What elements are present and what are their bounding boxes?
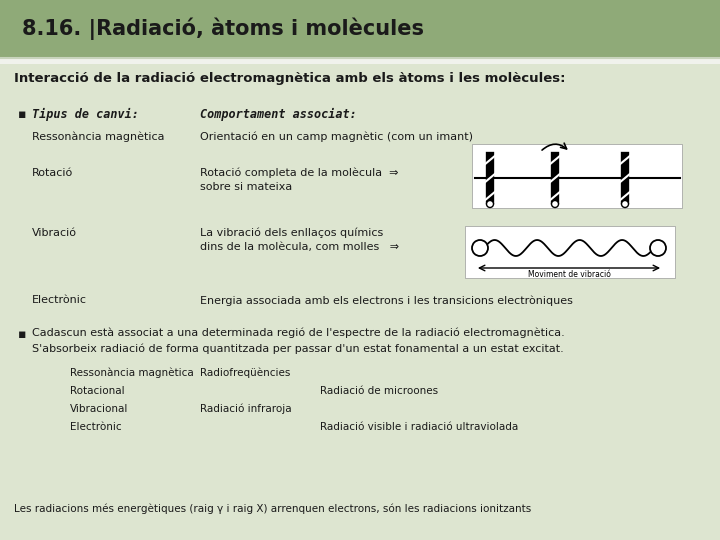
Text: Ressonància magnètica: Ressonància magnètica [70, 368, 194, 379]
Text: Interacció de la radiació electromagnètica amb els àtoms i les molècules:: Interacció de la radiació electromagnèti… [14, 72, 565, 85]
Text: Electrònic: Electrònic [70, 422, 122, 432]
Circle shape [472, 240, 488, 256]
Circle shape [650, 240, 666, 256]
Text: Les radiacions més energètiques (raig γ i raig X) arrenquen electrons, són les r: Les radiacions més energètiques (raig γ … [14, 504, 531, 515]
Text: S'absorbeix radiació de forma quantitzada per passar d'un estat fonamental a un : S'absorbeix radiació de forma quantitzad… [32, 344, 564, 354]
Text: Vibració: Vibració [32, 228, 77, 238]
Text: La vibració dels enllaços químics: La vibració dels enllaços químics [200, 228, 383, 239]
Circle shape [552, 200, 559, 207]
Text: Radiació de microones: Radiació de microones [320, 386, 438, 396]
Text: Moviment de vibració: Moviment de vibració [528, 270, 611, 279]
Text: Orientació en un camp magnètic (com un imant): Orientació en un camp magnètic (com un i… [200, 132, 473, 143]
Text: Vibracional: Vibracional [70, 404, 128, 414]
Text: Cadascun està associat a una determinada regió de l'espectre de la radiació elec: Cadascun està associat a una determinada… [32, 328, 564, 339]
Text: Tipus de canvi:: Tipus de canvi: [32, 108, 139, 121]
Circle shape [487, 200, 493, 207]
Text: Comportament associat:: Comportament associat: [200, 108, 356, 121]
Bar [465, 226, 675, 278]
Bar [0, 58, 720, 64]
Text: Energia associada amb els electrons i les transicions electròniques: Energia associada amb els electrons i le… [200, 295, 573, 306]
Text: Rotacional: Rotacional [70, 386, 125, 396]
Bar [472, 144, 682, 208]
Text: Radiació visible i radiació ultraviolada: Radiació visible i radiació ultraviolada [320, 422, 518, 432]
Text: Radiofreqüències: Radiofreqüències [200, 368, 290, 379]
Bar [0, 0, 720, 58]
Text: dins de la molècula, com molles   ⇒: dins de la molècula, com molles ⇒ [200, 242, 399, 252]
Text: Rotació completa de la molècula  ⇒: Rotació completa de la molècula ⇒ [200, 168, 398, 179]
Text: Electrònic: Electrònic [32, 295, 87, 305]
Circle shape [621, 200, 629, 207]
Text: 8.16. |Radiació, àtoms i molècules: 8.16. |Radiació, àtoms i molècules [22, 18, 424, 40]
Text: sobre si mateixa: sobre si mateixa [200, 182, 292, 192]
Text: ▪: ▪ [18, 328, 27, 341]
Text: Rotació: Rotació [32, 168, 73, 178]
Text: Ressonància magnètica: Ressonància magnètica [32, 132, 164, 143]
Text: ▪: ▪ [18, 108, 27, 121]
Text: Radiació infraroja: Radiació infraroja [200, 404, 292, 415]
